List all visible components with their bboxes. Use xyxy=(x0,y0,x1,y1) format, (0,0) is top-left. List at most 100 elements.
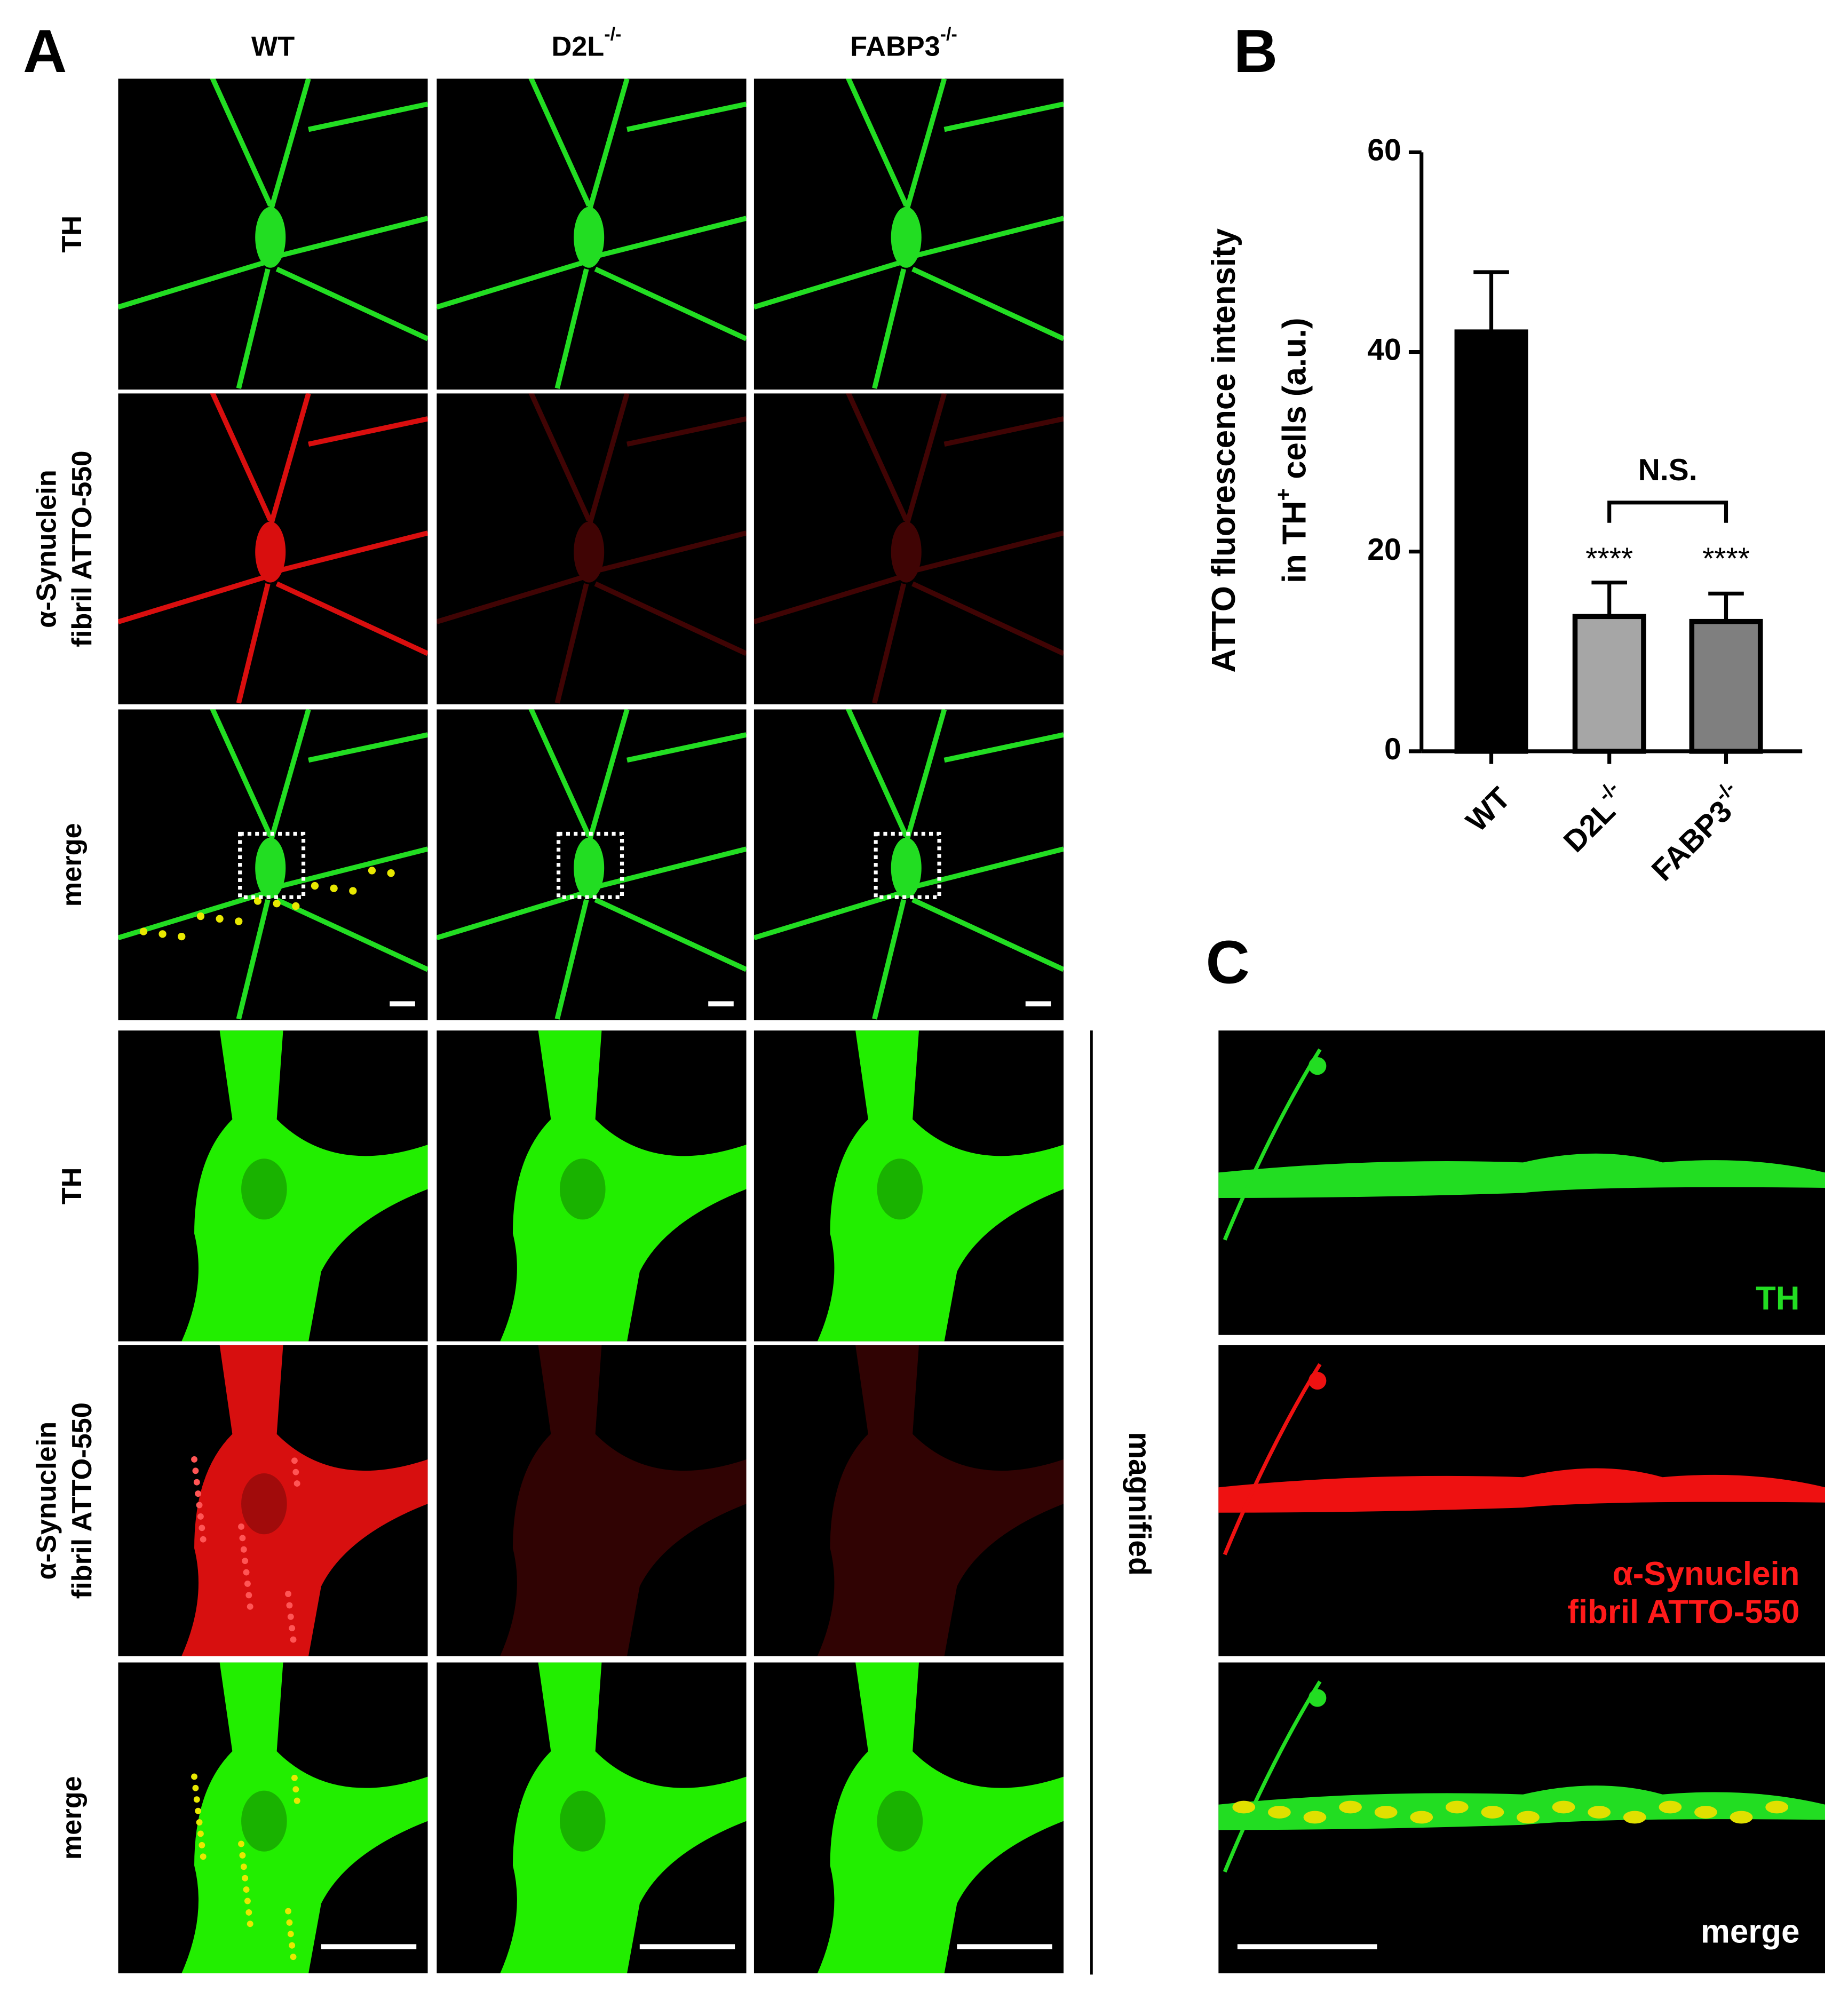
puncta xyxy=(1410,1811,1433,1824)
column-header: D2L-/- xyxy=(551,25,621,62)
micrograph xyxy=(437,1662,747,1974)
puncta xyxy=(242,1558,249,1565)
significance: **** xyxy=(1585,542,1633,576)
puncta xyxy=(285,1591,291,1597)
soma xyxy=(500,1345,747,1656)
micrograph-bg xyxy=(437,1345,747,1656)
puncta xyxy=(292,1469,299,1475)
soma xyxy=(891,521,922,583)
neurite xyxy=(275,897,428,972)
neurite xyxy=(276,216,428,259)
neurite xyxy=(845,78,909,207)
neurite xyxy=(554,268,589,389)
neurite xyxy=(236,899,271,1020)
puncta xyxy=(311,882,319,890)
neurite xyxy=(594,897,747,972)
puncta xyxy=(292,902,300,910)
comparison-bracket xyxy=(1607,501,1728,523)
panel-letter: B xyxy=(1234,18,1278,85)
puncta xyxy=(139,927,148,935)
micrograph xyxy=(118,709,428,1021)
varicosity xyxy=(1308,1371,1327,1390)
inset-box xyxy=(874,831,941,899)
soma xyxy=(574,521,605,583)
puncta xyxy=(253,897,262,905)
neurite xyxy=(911,216,1064,259)
micrograph xyxy=(118,1662,428,1974)
neurite xyxy=(275,581,428,656)
puncta xyxy=(1267,1806,1291,1819)
neurite xyxy=(903,78,947,213)
soma xyxy=(891,207,922,268)
puncta xyxy=(238,1840,244,1847)
puncta xyxy=(196,1819,203,1826)
channel-label: fibril ATTO-550 xyxy=(1567,1593,1799,1630)
puncta xyxy=(244,1581,251,1587)
puncta xyxy=(245,1909,252,1916)
neurite xyxy=(845,709,909,838)
neurite xyxy=(594,266,747,342)
puncta xyxy=(285,1908,291,1915)
comparison-label: N.S. xyxy=(1638,453,1698,487)
row-label: merge xyxy=(57,823,88,907)
micrograph xyxy=(118,393,428,704)
puncta xyxy=(1694,1806,1717,1819)
soma xyxy=(817,1345,1064,1656)
micrograph: TH xyxy=(1218,1030,1826,1335)
x-tick-label: D2L-/- xyxy=(1552,776,1635,859)
soma xyxy=(817,1662,1064,1974)
puncta xyxy=(1552,1800,1575,1814)
micrograph-bg xyxy=(437,393,747,704)
soma xyxy=(891,837,922,899)
puncta xyxy=(195,1490,202,1497)
varicosity xyxy=(1308,1689,1327,1707)
puncta xyxy=(289,1625,296,1632)
soma xyxy=(181,1345,428,1656)
puncta xyxy=(286,1919,293,1926)
y-axis-label-main: in TH xyxy=(1276,501,1313,584)
column-header-sup: -/- xyxy=(604,25,621,45)
neurite xyxy=(236,583,271,704)
neurite xyxy=(872,583,907,704)
puncta xyxy=(197,1513,204,1520)
neurite xyxy=(437,575,584,624)
puncta xyxy=(1303,1811,1327,1824)
puncta xyxy=(243,1569,250,1576)
puncta xyxy=(245,1592,252,1599)
soma xyxy=(255,521,286,583)
neurite xyxy=(268,393,311,528)
varicosity xyxy=(1308,1057,1327,1075)
puncta xyxy=(1445,1800,1469,1814)
neurite xyxy=(911,266,1064,342)
neurite xyxy=(1223,1680,1322,1873)
soma xyxy=(817,1030,1064,1342)
puncta xyxy=(239,1852,246,1859)
neuron xyxy=(118,78,428,389)
micrograph xyxy=(437,393,747,704)
neurite xyxy=(626,416,747,447)
neurite xyxy=(118,575,265,624)
puncta xyxy=(197,1830,204,1837)
soma xyxy=(255,207,286,268)
neurite xyxy=(1218,1153,1826,1198)
soma xyxy=(500,1662,747,1974)
x-tick-label: WT xyxy=(1460,781,1517,838)
puncta xyxy=(1659,1800,1682,1814)
neurite xyxy=(437,260,584,310)
micrograph xyxy=(754,709,1064,1021)
puncta xyxy=(199,1842,205,1848)
neurite xyxy=(586,709,630,844)
soma xyxy=(181,1030,428,1342)
micrograph xyxy=(754,78,1064,390)
neurite xyxy=(276,530,428,574)
column-header-sup: -/- xyxy=(940,25,957,45)
row-label: fibril ATTO-550 xyxy=(67,1402,98,1599)
puncta xyxy=(387,869,395,877)
puncta xyxy=(195,1807,202,1814)
micrograph xyxy=(437,78,747,390)
puncta xyxy=(192,1784,199,1791)
neurite xyxy=(594,581,747,656)
y-tick-label: 40 xyxy=(1367,333,1401,367)
